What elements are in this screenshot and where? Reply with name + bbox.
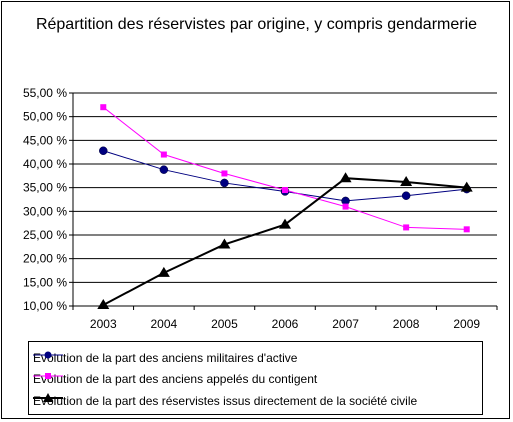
- y-tick-label: 45,00 %: [23, 133, 67, 147]
- y-tick-label: 25,00 %: [23, 228, 67, 242]
- legend-label: Evolution de la part des réservistes iss…: [33, 394, 418, 408]
- x-tick-label: 2008: [393, 317, 420, 331]
- data-point-square: [100, 104, 107, 111]
- data-point-triangle: [460, 181, 473, 192]
- legend-item-anciens-appeles: Evolution de la part des anciens appelés…: [33, 370, 317, 388]
- x-tick-label: 2004: [151, 317, 178, 331]
- data-point-square: [221, 170, 228, 177]
- data-point-triangle: [339, 172, 352, 183]
- data-point-circle: [220, 178, 229, 188]
- data-point-circle: [401, 191, 411, 200]
- y-tick-label: 10,00 %: [23, 299, 67, 313]
- y-tick-label: 30,00 %: [23, 204, 67, 218]
- data-point-triangle: [157, 266, 170, 277]
- y-tick-label: 40,00 %: [23, 157, 67, 171]
- legend-label: Evolution de la part des anciens appelés…: [33, 372, 318, 386]
- y-tick-label: 15,00 %: [23, 275, 67, 289]
- legend-swatch-square: [33, 373, 63, 379]
- data-point-triangle: [400, 175, 413, 186]
- data-point-circle: [159, 165, 169, 174]
- data-point-square: [403, 224, 410, 231]
- x-tick-label: 2005: [211, 317, 238, 331]
- legend: Evolution de la part des anciens militai…: [28, 341, 483, 415]
- data-point-square: [160, 151, 167, 158]
- data-point-square: [282, 187, 288, 194]
- y-tick-label: 55,00 %: [23, 86, 67, 100]
- x-tick-label: 2006: [272, 317, 299, 331]
- legend-item-societe-civile: Evolution de la part des réservistes iss…: [33, 392, 417, 410]
- x-tick-label: 2007: [332, 317, 359, 331]
- y-tick-label: 50,00 %: [23, 110, 67, 124]
- series-line-3: [102, 177, 467, 306]
- x-tick-label: 2009: [453, 317, 480, 331]
- legend-item-anciens-militaires: Evolution de la part des anciens militai…: [33, 349, 297, 367]
- data-point-triangle: [97, 299, 110, 310]
- x-tick-label: 2003: [90, 317, 117, 331]
- legend-swatch-circle: [33, 351, 63, 359]
- data-point-square: [463, 226, 470, 233]
- y-tick-label: 20,00 %: [23, 252, 67, 266]
- legend-label: Evolution de la part des anciens militai…: [33, 351, 298, 365]
- y-tick-label: 35,00 %: [23, 181, 67, 195]
- data-point-triangle: [218, 238, 231, 249]
- chart-title: Répartition des réservistes par origine,…: [35, 16, 478, 33]
- data-point-circle: [99, 146, 108, 155]
- legend-swatch-triangle: [33, 393, 63, 402]
- data-point-triangle: [279, 218, 291, 229]
- data-point-square: [342, 203, 349, 210]
